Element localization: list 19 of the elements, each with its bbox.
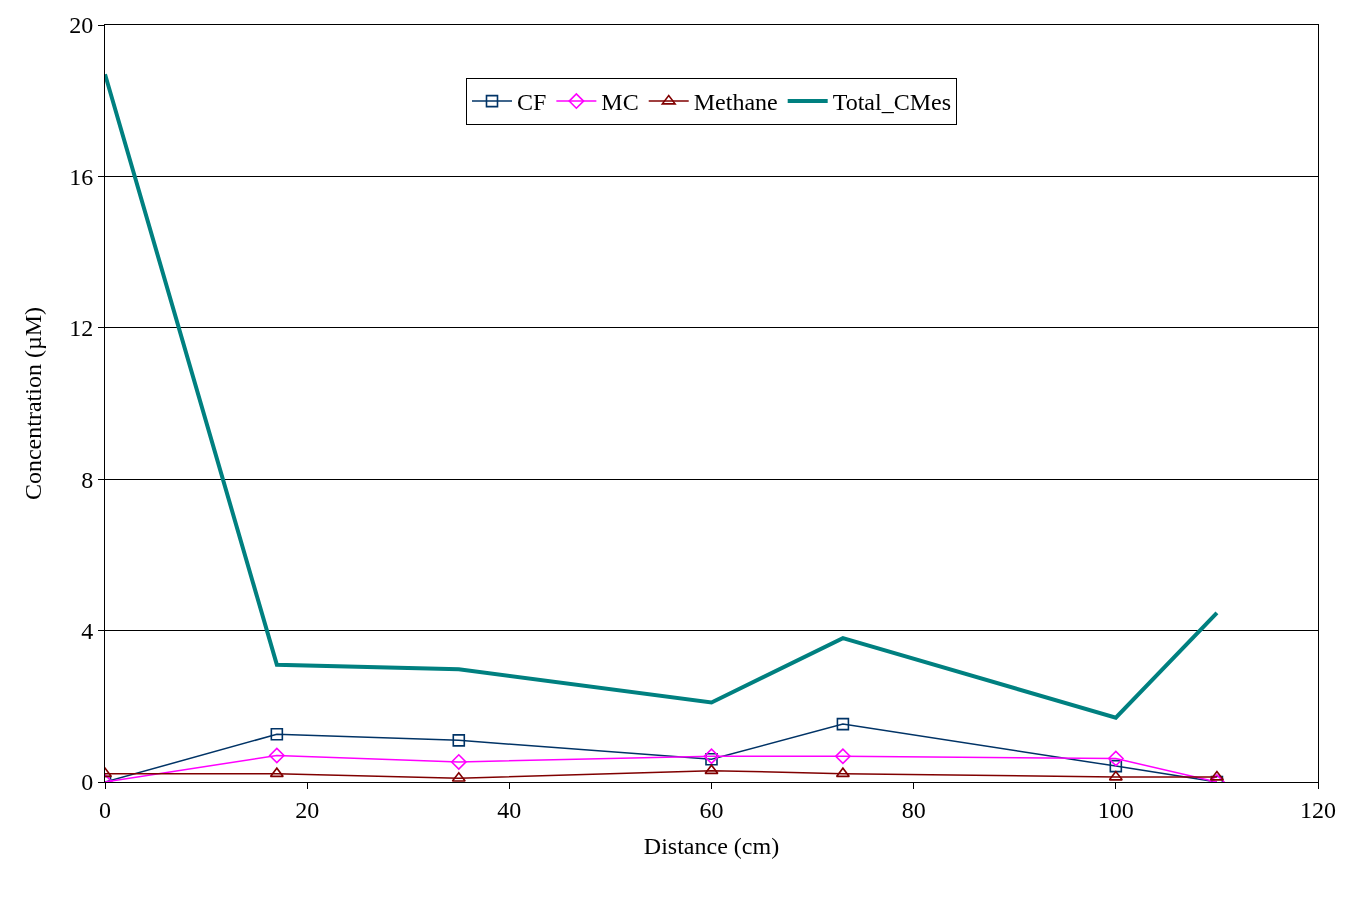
x-tick-label: 100	[1097, 796, 1134, 823]
x-tick-label: 60	[699, 796, 724, 823]
legend-label: CF	[517, 89, 547, 116]
y-tick-label: 8	[81, 466, 94, 493]
legend-label: Total_CMes	[832, 89, 951, 116]
y-tick-label: 4	[81, 618, 94, 644]
legend-label: Methane	[693, 89, 778, 116]
y-tick-label: 20	[69, 12, 94, 39]
x-tick-label: 120	[1300, 796, 1336, 823]
y-tick-label: 0	[81, 769, 94, 796]
x-tick-label: 40	[497, 796, 522, 823]
x-tick-label: 80	[901, 796, 926, 823]
legend-label: MC	[601, 89, 639, 116]
y-tick-label: 16	[69, 163, 94, 190]
y-axis-title: Concentration (µM)	[20, 306, 47, 501]
x-tick-label: 20	[295, 796, 320, 823]
x-axis-title: Distance (cm)	[643, 833, 780, 860]
y-tick-label: 12	[69, 315, 94, 342]
x-tick-label: 0	[99, 796, 111, 823]
